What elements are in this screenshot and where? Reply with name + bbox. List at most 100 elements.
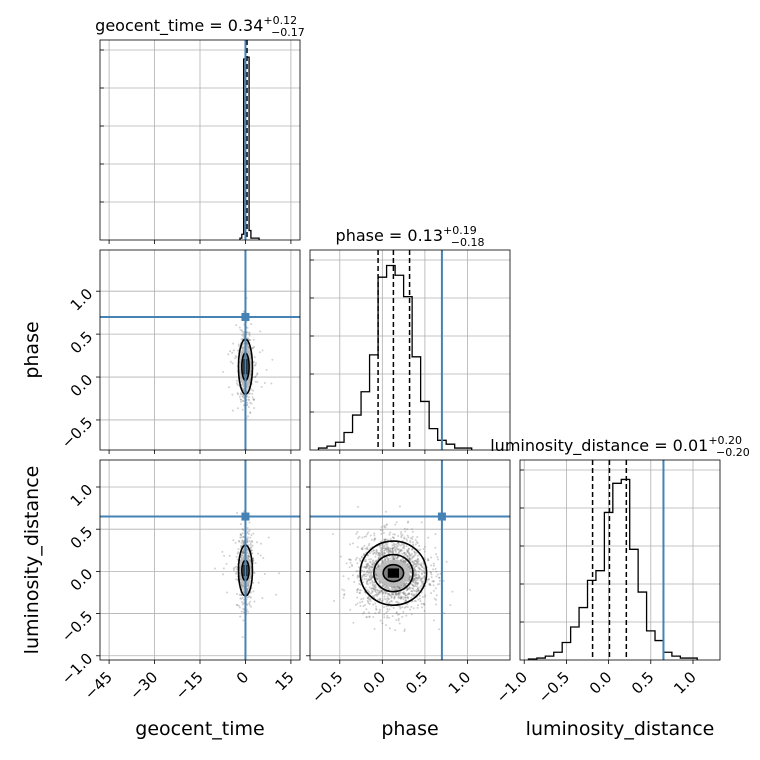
sample-point — [402, 598, 405, 601]
x-tick-label: 0.0 — [360, 668, 390, 698]
sample-point — [393, 546, 396, 549]
sample-point — [408, 559, 411, 562]
sample-point — [382, 545, 385, 548]
sample-point — [389, 547, 392, 550]
panel-frame — [309, 459, 511, 661]
sample-point — [412, 607, 415, 610]
sample-point — [246, 541, 249, 544]
sample-point — [348, 558, 351, 561]
sample-point — [434, 546, 437, 549]
sample-point — [413, 578, 416, 581]
sample-point — [259, 554, 262, 557]
sample-point — [356, 576, 359, 579]
title-value: phase = 0.13 — [336, 226, 443, 245]
sample-point — [388, 557, 391, 560]
sample-point — [380, 553, 383, 556]
sample-point — [236, 349, 239, 352]
sample-point — [382, 591, 385, 594]
sample-point — [369, 561, 372, 564]
title-plus-error: +0.12 — [263, 14, 297, 27]
sample-point — [422, 569, 425, 572]
sample-point — [434, 587, 437, 590]
sample-point — [378, 589, 381, 592]
sample-point — [423, 603, 426, 606]
sample-point — [372, 549, 375, 552]
sample-point — [403, 527, 406, 530]
sample-point — [383, 538, 386, 541]
sample-point — [240, 338, 243, 341]
sample-point — [366, 563, 369, 566]
title-luminosity_distance: luminosity_distance = 0.01+0.20 −0.20 — [490, 434, 750, 459]
sample-point — [358, 566, 361, 569]
sample-point — [364, 573, 367, 576]
sample-point — [374, 602, 377, 605]
sample-point — [398, 550, 401, 553]
sample-point — [383, 586, 386, 589]
sample-point — [385, 611, 388, 614]
sample-point — [246, 589, 249, 592]
sample-point — [412, 560, 415, 563]
sample-point — [239, 533, 242, 536]
sample-point — [416, 562, 419, 565]
sample-point — [412, 561, 415, 564]
sample-point — [368, 578, 371, 581]
sample-point — [393, 543, 396, 546]
sample-point — [373, 538, 376, 541]
sample-point — [416, 576, 419, 579]
y-tick-label: 0.5 — [67, 328, 97, 358]
sample-point — [402, 545, 405, 548]
x-tick-label: −30 — [126, 668, 161, 703]
sample-point — [370, 591, 373, 594]
sample-point — [383, 538, 386, 541]
sample-point — [370, 565, 373, 568]
sample-point — [412, 555, 415, 558]
sample-point — [378, 544, 381, 547]
sample-point — [383, 524, 386, 527]
x-tick-label: 15 — [272, 668, 298, 694]
sample-point — [411, 590, 414, 593]
sample-point — [417, 589, 420, 592]
sample-point — [414, 565, 417, 568]
sample-point — [249, 536, 252, 539]
sample-point — [411, 548, 414, 551]
sample-point — [250, 402, 253, 405]
sample-point — [239, 597, 242, 600]
sample-point — [391, 551, 394, 554]
sample-point — [236, 407, 239, 410]
sample-point — [415, 585, 418, 588]
sample-point — [410, 569, 413, 572]
sample-point — [400, 595, 403, 598]
sample-point — [362, 605, 365, 608]
sample-point — [242, 529, 245, 532]
sample-point — [394, 557, 397, 560]
sample-point — [408, 567, 411, 570]
sample-point — [246, 401, 249, 404]
sample-point — [367, 595, 370, 598]
sample-point — [367, 600, 370, 603]
sample-point — [235, 603, 238, 606]
sample-point — [242, 333, 245, 336]
sample-point — [252, 581, 255, 584]
sample-point — [414, 538, 417, 541]
sample-point — [392, 606, 395, 609]
sample-point — [386, 547, 389, 550]
sample-point — [400, 532, 403, 535]
sample-point — [408, 565, 411, 568]
sample-point — [375, 553, 378, 556]
y-tick-label: −0.5 — [58, 414, 96, 452]
sample-point — [395, 547, 398, 550]
panel-content — [310, 460, 510, 660]
sample-point — [232, 567, 235, 570]
sample-point — [241, 553, 244, 556]
sample-point — [408, 577, 411, 580]
sample-point — [364, 547, 367, 550]
sample-point — [398, 587, 401, 590]
sample-point — [395, 591, 398, 594]
sample-point — [390, 593, 393, 596]
sample-point — [382, 585, 385, 588]
sample-point — [372, 559, 375, 562]
sample-point — [415, 560, 418, 563]
sample-point — [406, 593, 409, 596]
sample-point — [362, 574, 365, 577]
sample-point — [247, 544, 250, 547]
